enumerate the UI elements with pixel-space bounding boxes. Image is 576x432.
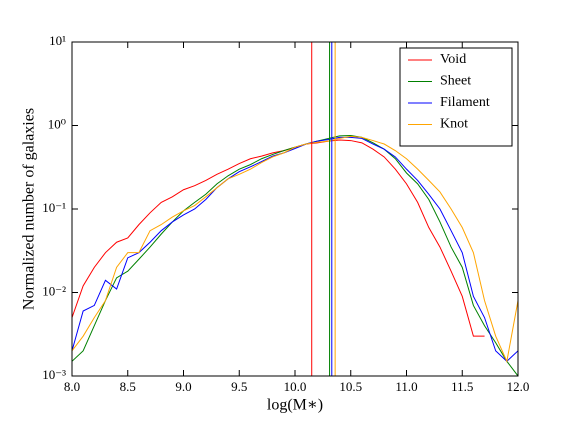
legend-label: Knot xyxy=(440,117,468,132)
y-axis-label: Normalized number of galaxies xyxy=(21,108,38,310)
legend-label: Void xyxy=(440,52,466,67)
x-tick-label: 12.0 xyxy=(507,379,530,394)
series-line xyxy=(72,135,518,363)
x-tick-label: 11.5 xyxy=(451,379,473,394)
y-tick-label: 10⁻¹ xyxy=(42,200,66,215)
x-tick-label: 11.0 xyxy=(395,379,417,394)
series-line xyxy=(72,139,485,337)
y-tick-label: 10⁻² xyxy=(42,283,66,298)
legend-box xyxy=(399,47,513,147)
x-tick-label: 9.5 xyxy=(231,379,247,394)
legend-label: Filament xyxy=(440,95,490,110)
x-tick-label: 9.0 xyxy=(175,379,191,394)
y-tick-label: 10⁰ xyxy=(48,116,66,131)
series-line xyxy=(72,136,518,362)
x-tick-label: 8.5 xyxy=(120,379,136,394)
y-tick-label: 10⁻³ xyxy=(42,367,66,382)
x-axis-label: log(M∗) xyxy=(267,397,323,414)
x-tick-label: 10.5 xyxy=(339,379,362,394)
x-tick-label: 8.0 xyxy=(64,379,80,394)
legend-label: Sheet xyxy=(440,74,471,89)
y-tick-label: 10¹ xyxy=(49,33,66,48)
x-tick-label: 10.0 xyxy=(284,379,307,394)
